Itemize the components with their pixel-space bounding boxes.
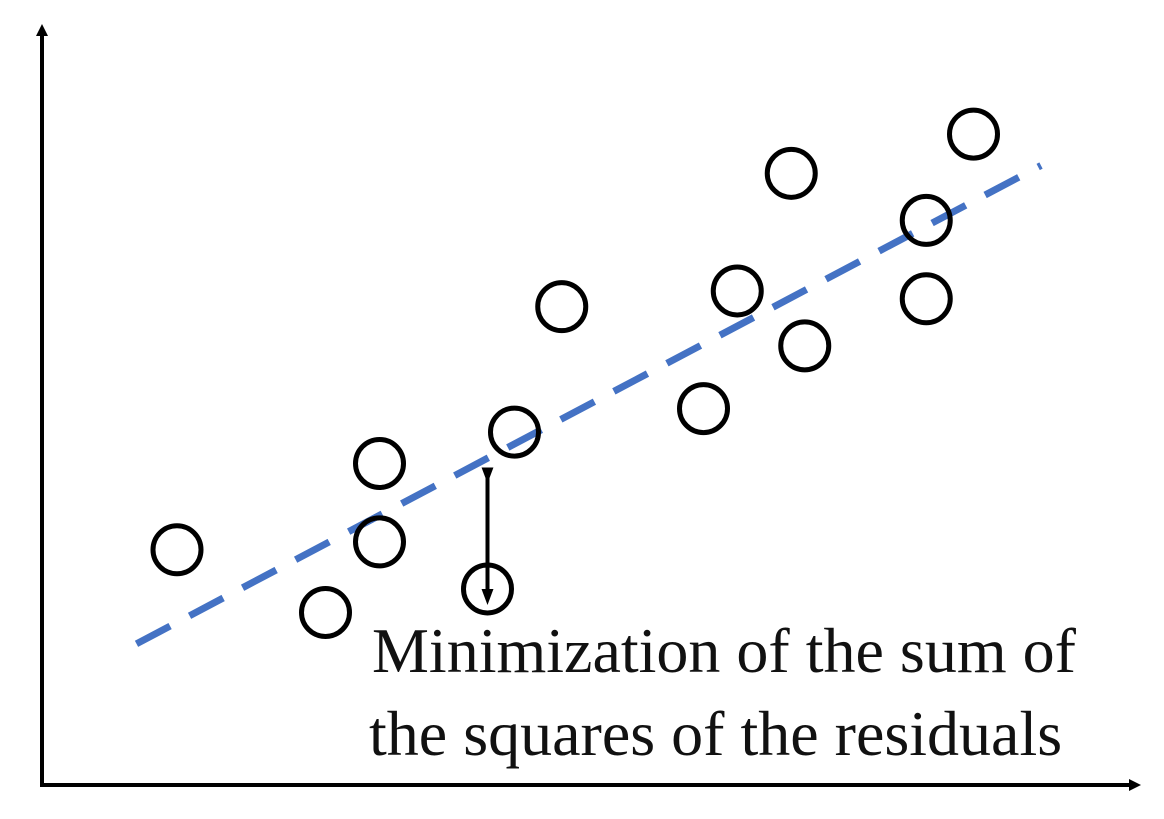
data-points bbox=[150, 107, 1000, 639]
data-point bbox=[778, 319, 832, 373]
regression-line bbox=[134, 162, 1043, 647]
data-point bbox=[899, 272, 953, 326]
data-point bbox=[353, 436, 406, 490]
data-point bbox=[899, 193, 953, 247]
data-point bbox=[710, 264, 764, 318]
data-point bbox=[150, 523, 204, 577]
data-point bbox=[353, 515, 406, 569]
annotation: Minimization of the sum of the squares o… bbox=[369, 615, 1092, 769]
data-point bbox=[764, 146, 818, 200]
data-point bbox=[299, 585, 352, 639]
data-point bbox=[677, 382, 730, 436]
data-point bbox=[488, 405, 541, 459]
data-point bbox=[535, 280, 589, 334]
annotation-line-1: Minimization of the sum of bbox=[372, 615, 1077, 686]
annotation-line-2: the squares of the residuals bbox=[369, 698, 1062, 769]
data-point bbox=[947, 107, 1000, 161]
